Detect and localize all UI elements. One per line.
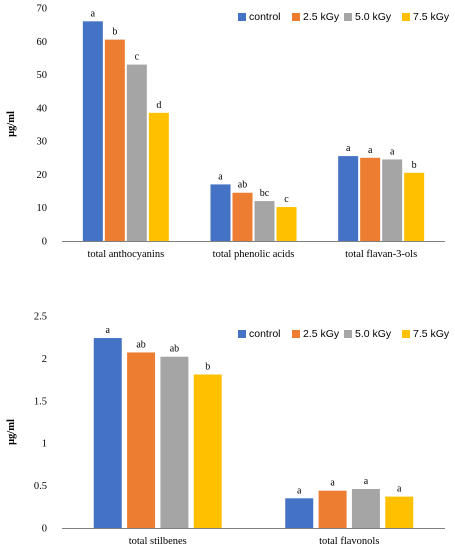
bar-significance-label: c — [284, 194, 289, 205]
bar-significance-label: ab — [238, 180, 247, 191]
bar — [232, 192, 253, 241]
y-tick-label: 20 — [37, 170, 48, 181]
bar — [382, 159, 403, 241]
bar — [360, 157, 381, 241]
legend-label: 2.5 kGy — [303, 11, 340, 23]
legend-swatch — [238, 330, 246, 338]
bar-significance-label: a — [390, 146, 395, 157]
legend-label: 7.5 kGy — [413, 11, 450, 23]
x-category-label: total flavan-3-ols — [345, 249, 417, 260]
bar — [82, 21, 103, 241]
y-tick-label: 0 — [42, 237, 47, 248]
bar — [127, 352, 156, 528]
y-tick-label: 70 — [37, 4, 48, 15]
y-tick-label: 2.5 — [34, 312, 47, 323]
bar — [160, 356, 189, 528]
legend-swatch — [344, 13, 352, 21]
y-axis-label: μg/ml — [6, 111, 17, 137]
bar — [318, 490, 347, 528]
y-tick-label: 60 — [37, 37, 48, 48]
x-category-label: total flavonols — [319, 536, 379, 547]
bar — [338, 156, 359, 241]
y-tick-label: 40 — [37, 103, 48, 114]
bar — [285, 498, 314, 528]
bar — [148, 112, 169, 241]
bar-significance-label: ab — [136, 339, 145, 350]
y-tick-label: 0 — [42, 524, 47, 535]
bar-significance-label: a — [397, 484, 402, 495]
chart-2: 0 0.5 1 1.5 2 2.5 μg/ml a ab ab b total stilbenes a a… — [6, 312, 450, 548]
bar-significance-label: b — [112, 27, 117, 38]
bar — [193, 374, 222, 528]
bar — [351, 488, 380, 528]
x-category-label: total anthocyanins — [87, 249, 164, 260]
bar-significance-label: a — [106, 325, 111, 336]
y-tick-label: 1.5 — [34, 396, 47, 407]
x-category-label: total phenolic acids — [213, 249, 295, 260]
legend-swatch — [344, 330, 352, 338]
legend-label: 7.5 kGy — [413, 328, 450, 340]
y-tick-label: 2 — [42, 354, 47, 365]
legend-label: control — [249, 328, 281, 340]
bar-significance-label: a — [297, 485, 302, 496]
legend-label: 5.0 kGy — [355, 328, 392, 340]
bar-significance-label: ab — [170, 344, 179, 355]
legend-swatch — [402, 330, 410, 338]
bar — [276, 207, 297, 241]
bar-significance-label: bc — [260, 188, 270, 199]
legend-swatch — [292, 13, 300, 21]
bar — [210, 184, 231, 241]
bar — [126, 64, 147, 241]
legend-label: 5.0 kGy — [355, 11, 392, 23]
bar — [385, 496, 414, 528]
bar — [93, 338, 122, 528]
bar-significance-label: b — [412, 160, 417, 171]
bar-significance-label: a — [368, 145, 373, 156]
bar — [254, 201, 275, 241]
bar — [404, 172, 425, 241]
bar-significance-label: d — [156, 100, 161, 111]
bar-significance-label: a — [91, 8, 96, 19]
bar — [104, 39, 125, 241]
legend-swatch — [238, 13, 246, 21]
bar-significance-label: a — [218, 171, 223, 182]
y-tick-label: 0.5 — [34, 481, 47, 492]
bar-significance-label: a — [364, 476, 369, 487]
y-tick-label: 30 — [37, 137, 48, 148]
bar-significance-label: c — [135, 52, 140, 63]
y-tick-label: 1 — [42, 439, 47, 450]
bar-significance-label: a — [330, 478, 335, 489]
y-axis-label: μg/ml — [6, 419, 17, 445]
legend-swatch — [292, 330, 300, 338]
legend-swatch — [402, 13, 410, 21]
bar-significance-label: a — [346, 143, 351, 154]
bar-significance-label: b — [205, 362, 210, 373]
legend-label: 2.5 kGy — [303, 328, 340, 340]
y-tick-label: 10 — [37, 203, 48, 214]
y-tick-label: 50 — [37, 70, 48, 81]
x-category-label: total stilbenes — [129, 536, 187, 547]
legend-label: control — [249, 11, 281, 23]
